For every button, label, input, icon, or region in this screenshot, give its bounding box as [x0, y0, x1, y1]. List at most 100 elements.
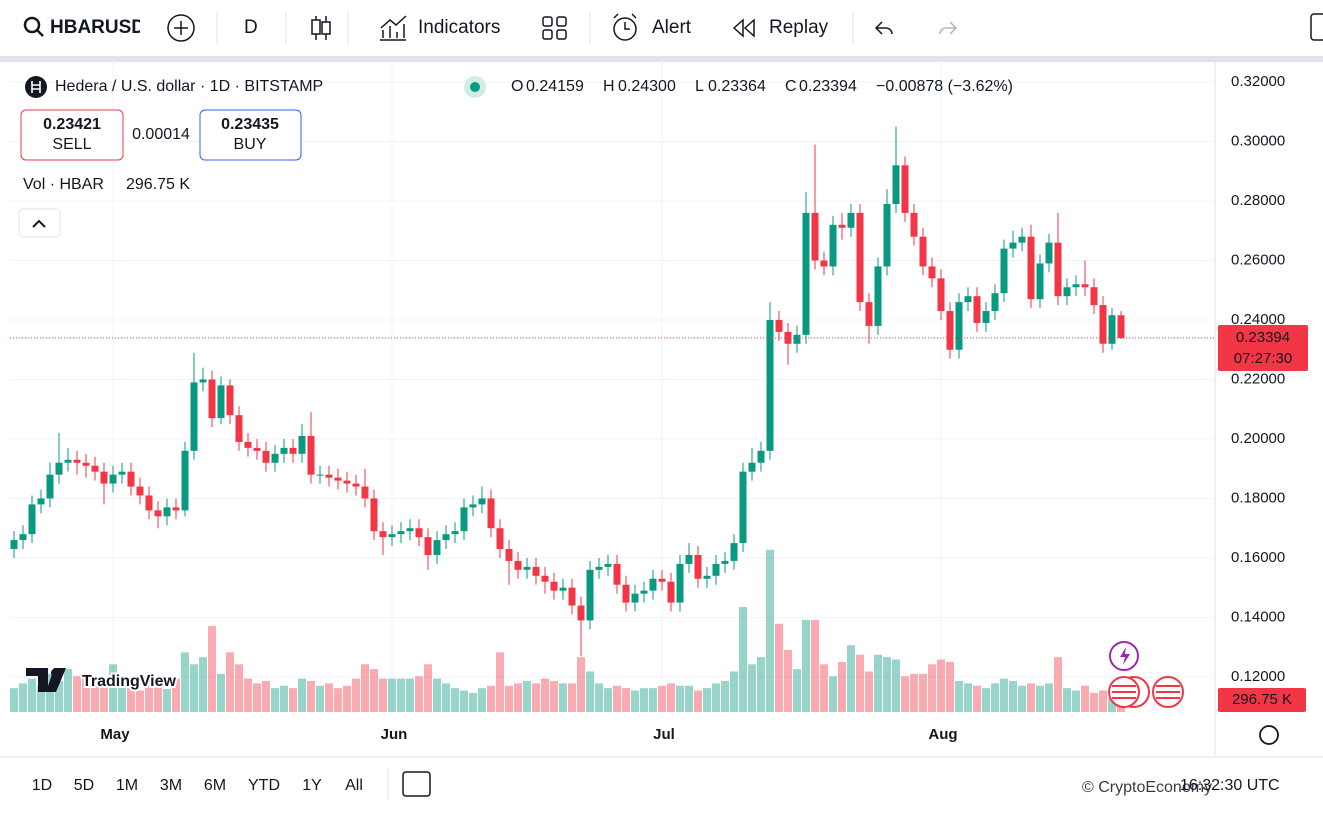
candle-body [613, 563, 621, 585]
candle-body [298, 435, 306, 454]
buy-button[interactable] [199, 109, 302, 161]
volume-bar [685, 685, 693, 712]
volume-bar [55, 680, 63, 712]
volume-bar [586, 671, 594, 712]
candle-body [730, 543, 738, 561]
candle-body [505, 549, 513, 561]
candle-body [757, 450, 765, 463]
volume-bar [406, 678, 414, 712]
candle-body [433, 540, 441, 555]
close-label: C [785, 78, 797, 95]
candle-body [406, 528, 414, 532]
goto-date-button[interactable] [402, 771, 431, 797]
volume-bar [127, 688, 135, 712]
candle-body [739, 471, 747, 544]
volume-bar [541, 678, 549, 712]
range-button[interactable]: All [345, 777, 363, 794]
volume-bar [118, 678, 126, 712]
search-icon[interactable] [23, 16, 41, 34]
candle-body [541, 575, 549, 582]
candle-body [820, 260, 828, 267]
volume-bar [604, 688, 612, 712]
volume-bar [163, 689, 171, 712]
indicators-button[interactable]: Indicators [418, 17, 500, 38]
volume-bar [181, 652, 189, 712]
candle-body [289, 447, 297, 454]
volume-bar [640, 688, 648, 712]
volume-bar [829, 676, 837, 712]
candle-body [307, 435, 315, 475]
interval[interactable]: D [244, 17, 258, 38]
volume-bar [28, 678, 36, 712]
toolbar: HBARUSD D Indicators Alert Replay [23, 12, 1323, 44]
volume-bar [667, 683, 675, 712]
volume-bar [442, 683, 450, 712]
undo-button[interactable] [874, 21, 893, 35]
panel-button[interactable] [1310, 13, 1323, 41]
candle-body [226, 385, 234, 416]
event-icons [1108, 641, 1184, 708]
volume-bar [235, 664, 243, 712]
symbol[interactable]: HBARUSD [50, 17, 145, 38]
candle-body [325, 474, 333, 478]
range-button[interactable]: 3M [160, 777, 182, 794]
candle-body [280, 447, 288, 454]
volume-bar [1081, 685, 1089, 712]
sell-button[interactable] [20, 109, 124, 161]
symbol-clip: HBARUSD [50, 17, 145, 38]
symbol-logo [25, 76, 47, 98]
volume-bar [577, 657, 585, 712]
candle-body [793, 334, 801, 344]
settings-button[interactable] [1259, 725, 1279, 745]
alert-button[interactable]: Alert [652, 17, 692, 38]
candle-body [163, 507, 171, 517]
volume-bar [172, 678, 180, 712]
candle-body [919, 236, 927, 267]
chevron-icon [32, 219, 46, 228]
price-tag [1218, 325, 1308, 372]
legend-title: Hedera / U.S. dollar · 1D · BITSTAMP [55, 78, 323, 95]
volume-bar [847, 645, 855, 712]
range-button[interactable]: 1D [32, 777, 52, 794]
volume-bar [622, 688, 630, 712]
candle-body [532, 566, 540, 576]
volume-bar [721, 680, 729, 712]
volume-bar [199, 657, 207, 712]
volume-bar [397, 678, 405, 712]
candle-body [703, 575, 711, 579]
volume-bar [883, 657, 891, 712]
candle-body [1117, 315, 1125, 339]
layout-icon[interactable] [542, 16, 567, 40]
range-button[interactable]: 6M [204, 777, 226, 794]
range-button[interactable]: 5D [74, 777, 94, 794]
volume-bar [730, 671, 738, 712]
range-button[interactable]: 1M [116, 777, 138, 794]
candle-body [343, 480, 351, 484]
volume-bar [1054, 657, 1062, 712]
volume-bar [451, 688, 459, 712]
candle-body [667, 581, 675, 603]
candle-body [451, 531, 459, 535]
volume-bar [559, 683, 567, 712]
range-button[interactable]: YTD [248, 777, 280, 794]
candle-body [649, 578, 657, 591]
compare-button[interactable] [167, 14, 195, 42]
candle-body [478, 498, 486, 505]
candle-body [370, 498, 378, 532]
replay-button[interactable]: Replay [769, 17, 829, 38]
redo-button[interactable] [939, 21, 958, 35]
volume-bar [460, 690, 468, 712]
volume-bar [154, 685, 162, 712]
volume-bar [352, 678, 360, 712]
collapse-button[interactable] [18, 208, 61, 238]
candle-body [685, 554, 693, 564]
volume-bar [937, 659, 945, 712]
candle-body [442, 534, 450, 541]
plus-icon [174, 21, 188, 35]
legend: Hedera / U.S. dollar · 1D · BITSTAMP O 0… [18, 76, 1013, 238]
volume-tag-value: 296.75 K [1232, 691, 1292, 708]
candle-body [100, 471, 108, 484]
range-button[interactable]: 1Y [302, 777, 322, 794]
candle-body [514, 560, 522, 570]
sell-price: 0.23421 [43, 116, 101, 133]
